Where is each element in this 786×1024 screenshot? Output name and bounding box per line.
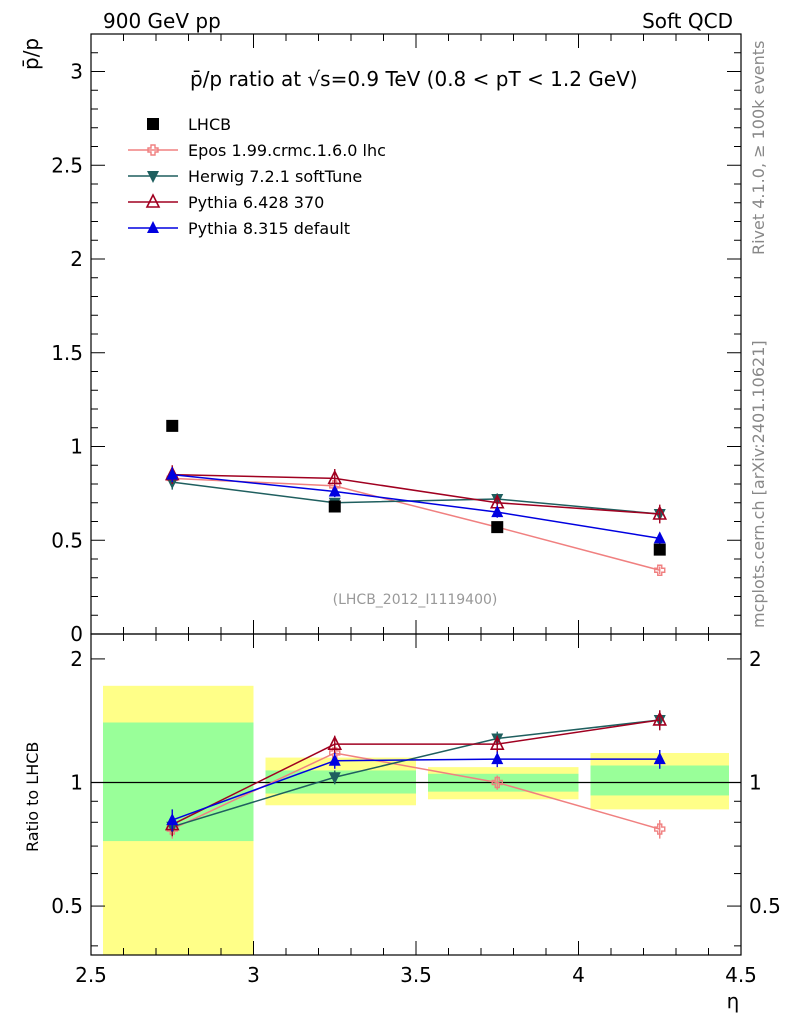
legend-marker bbox=[147, 221, 159, 233]
uncertainty-band-green bbox=[590, 765, 729, 796]
rivet-label: Rivet 4.1.0, ≥ 100k events bbox=[749, 41, 768, 255]
legend-marker bbox=[145, 193, 161, 208]
ratio-point-Pythia8 bbox=[166, 813, 179, 826]
ratio-point-Herwig bbox=[328, 772, 341, 785]
ratio-ytick-label-left: 2 bbox=[70, 647, 83, 671]
ratio-point-Pythia8 bbox=[491, 752, 504, 765]
series-Epos bbox=[166, 470, 666, 576]
ratio-point-Epos bbox=[491, 776, 503, 789]
ratio-ylabel: Ratio to LHCB bbox=[23, 742, 42, 852]
x-tick-label: 2.5 bbox=[75, 963, 107, 987]
main-ylabel: p̄/p bbox=[19, 38, 43, 70]
ratio-point-Pythia8 bbox=[328, 753, 341, 766]
uncertainty-band-green bbox=[103, 722, 254, 842]
series-Pythia8 bbox=[166, 467, 666, 544]
ratio-ytick-label-left: 1 bbox=[70, 770, 83, 794]
ratio-point-Pythia6 bbox=[489, 735, 505, 750]
data-point-LHCB bbox=[653, 543, 666, 556]
legend-label: Herwig 7.2.1 softTune bbox=[188, 167, 362, 186]
legend-entry-Pythia8: Pythia 8.315 default bbox=[128, 219, 350, 238]
series-LHCB bbox=[166, 419, 666, 556]
ratio-line-Pythia8 bbox=[171, 758, 660, 821]
ratio-ytick-label-right: 1 bbox=[749, 770, 762, 794]
main-ytick-label: 2 bbox=[70, 247, 83, 271]
data-point-Pythia8 bbox=[328, 484, 341, 497]
x-axis-label: η bbox=[727, 989, 740, 1013]
ratio-ytick-label-right: 0.5 bbox=[749, 894, 781, 918]
legend-label: Epos 1.99.crmc.1.6.0 lhc bbox=[188, 141, 386, 160]
header-left-label: 900 GeV pp bbox=[103, 9, 221, 33]
legend-marker bbox=[147, 171, 159, 183]
data-point-LHCB bbox=[328, 500, 341, 513]
data-point-Epos bbox=[654, 564, 666, 576]
ratio-point-Pythia8 bbox=[653, 752, 666, 765]
legend-marker bbox=[147, 118, 159, 130]
legend-entry-LHCB: LHCB bbox=[147, 115, 231, 134]
analysis-id: (LHCB_2012_I1119400) bbox=[333, 592, 498, 608]
data-point-Pythia6 bbox=[327, 469, 343, 485]
legend-entry-Epos: Epos 1.99.crmc.1.6.0 lhc bbox=[128, 141, 386, 160]
main-ytick-label: 1.5 bbox=[51, 341, 83, 365]
chart-title: p̄/p ratio at √s=0.9 TeV (0.8 < pT < 1.2… bbox=[190, 67, 638, 91]
legend-marker bbox=[147, 144, 159, 156]
data-point-Pythia8 bbox=[166, 467, 179, 480]
ratio-point-Pythia6 bbox=[327, 735, 343, 750]
ratio-panel: Ratio to LHCB η 0.5 0.5 1 1 2 2 2.5 3 3.5 4 4.5 bbox=[23, 633, 781, 1013]
series-line-Epos bbox=[172, 477, 660, 571]
legend-entry-Pythia6: Pythia 6.428 370 bbox=[128, 193, 324, 212]
x-tick-label: 4.5 bbox=[725, 963, 757, 987]
main-ytick-label: 3 bbox=[70, 60, 83, 84]
series-Pythia6 bbox=[164, 465, 668, 524]
data-point-Pythia8 bbox=[653, 531, 666, 544]
ratio-ytick-label-left: 0.5 bbox=[51, 894, 83, 918]
mcplots-label: mcplots.cern.ch [arXiv:2401.10621] bbox=[749, 340, 768, 628]
data-point-LHCB bbox=[166, 419, 179, 432]
data-point-LHCB bbox=[491, 521, 504, 534]
ratio-series-Pythia8 bbox=[166, 749, 666, 832]
ratio-point-Epos bbox=[654, 823, 666, 835]
legend-label: Pythia 8.315 default bbox=[188, 219, 350, 238]
main-panel: p̄/p p̄/p ratio at √s=0.9 TeV (0.8 < pT … bbox=[19, 33, 742, 646]
x-tick-label: 4 bbox=[572, 963, 585, 987]
data-point-Pythia6 bbox=[652, 505, 668, 520]
ratio-line-Herwig bbox=[172, 719, 660, 828]
ratio-line-Pythia6 bbox=[171, 719, 660, 826]
header-right-label: Soft QCD bbox=[642, 9, 733, 33]
main-ytick-label: 1 bbox=[70, 435, 83, 459]
ratio-point-Pythia6 bbox=[652, 711, 668, 726]
x-tick-label: 3 bbox=[247, 963, 260, 987]
legend-label: Pythia 6.428 370 bbox=[188, 193, 324, 212]
main-ytick-label: 2.5 bbox=[51, 153, 83, 177]
ratio-ytick-label-right: 2 bbox=[749, 647, 762, 671]
main-ytick-label: 0 bbox=[70, 622, 83, 646]
series-line-Herwig bbox=[172, 481, 660, 515]
ratio-plot-area: 0.5 0.5 1 1 2 2 2.5 3 3.5 4 4.5 bbox=[51, 633, 781, 987]
main-ytick-label: 0.5 bbox=[51, 528, 83, 552]
x-tick-label: 3.5 bbox=[400, 963, 432, 987]
legend-label: LHCB bbox=[188, 115, 231, 134]
series-line-Pythia8 bbox=[172, 473, 660, 540]
data-point-Pythia8 bbox=[491, 505, 504, 518]
legend: LHCB Epos 1.99.crmc.1.6.0 lhc Herwig 7.2.1… bbox=[128, 115, 386, 238]
main-plot-area: 0 0.5 1 1.5 2 2.5 3 bbox=[51, 33, 742, 646]
series-line-Pythia6 bbox=[172, 473, 660, 515]
legend-entry-Herwig: Herwig 7.2.1 softTune bbox=[128, 167, 362, 186]
